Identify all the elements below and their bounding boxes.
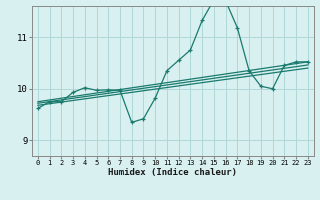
X-axis label: Humidex (Indice chaleur): Humidex (Indice chaleur) xyxy=(108,168,237,177)
